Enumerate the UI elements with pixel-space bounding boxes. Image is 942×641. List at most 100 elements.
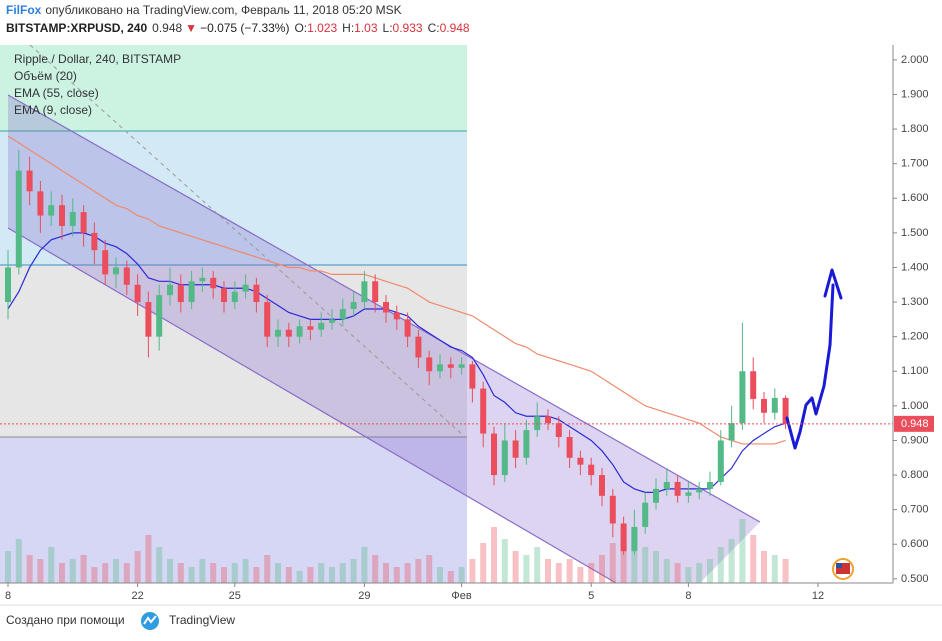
candle-body xyxy=(318,322,325,330)
y-tick-label: 0.900 xyxy=(901,434,929,446)
volume-bar xyxy=(177,563,184,583)
volume-bar xyxy=(275,563,281,583)
y-tick-label: 1.200 xyxy=(901,331,929,343)
candle-body xyxy=(26,170,33,192)
channel-lower xyxy=(7,227,617,584)
candle-body xyxy=(577,457,584,465)
volume-bar xyxy=(653,551,659,583)
flag-canton xyxy=(836,563,842,568)
volume-bar xyxy=(534,547,541,583)
candle-body xyxy=(717,440,724,482)
candle-body xyxy=(329,319,335,323)
y-tick-label: 1.800 xyxy=(901,123,929,135)
candle-body xyxy=(707,481,713,489)
y-tick-label: 0.800 xyxy=(901,469,929,481)
dashed-trend xyxy=(29,44,466,438)
candle-body xyxy=(339,308,346,320)
chart-title: Ripple / Dollar, 240, BITSTAMP xyxy=(14,52,181,66)
x-tick-label: 29 xyxy=(358,590,370,602)
candle-body xyxy=(620,523,627,552)
y-tick-label: 1.100 xyxy=(901,365,929,377)
x-tick-label: Фев xyxy=(451,590,471,602)
candle-body xyxy=(458,364,465,368)
volume-bar xyxy=(728,539,735,583)
volume-bar xyxy=(674,563,681,583)
volume-bar xyxy=(221,567,227,583)
volume-bar xyxy=(696,563,703,583)
candle-body xyxy=(480,388,487,434)
volume-bar xyxy=(307,567,314,583)
candle-body xyxy=(728,423,735,441)
footer-brand[interactable]: TradingView xyxy=(169,613,235,627)
candle-body xyxy=(685,492,692,496)
volume-bar xyxy=(69,559,76,583)
volume-bar xyxy=(620,531,627,583)
volume-bar xyxy=(48,547,55,583)
volume-bar xyxy=(782,559,789,583)
x-tick-label: 25 xyxy=(229,590,241,602)
candle-body xyxy=(631,526,638,552)
candle-body xyxy=(177,284,184,303)
volume-bar xyxy=(761,551,767,583)
candle-body xyxy=(102,250,109,275)
candle-body xyxy=(296,326,303,337)
y-tick-label: 0.500 xyxy=(901,573,929,585)
candle-body xyxy=(469,364,476,389)
candle-body xyxy=(437,364,443,372)
candle-body xyxy=(566,436,573,458)
candle-body xyxy=(761,398,767,413)
logo-mark xyxy=(143,615,157,625)
x-tick-label: 22 xyxy=(131,590,143,602)
volume-bar xyxy=(37,559,44,583)
volume-bar xyxy=(113,559,119,583)
label-l: L: xyxy=(383,21,393,35)
volume-bar xyxy=(210,563,217,583)
candle-body xyxy=(555,423,562,437)
volume-bar xyxy=(361,547,368,583)
symbol: BITSTAMP:XRPUSD, 240 xyxy=(6,21,147,35)
volume-bar xyxy=(329,567,335,583)
candle-body xyxy=(739,371,746,424)
candle-body xyxy=(275,329,281,337)
volume-bar xyxy=(253,567,260,583)
candle-body xyxy=(242,284,249,292)
candle-body xyxy=(750,371,757,399)
volume-bar xyxy=(631,535,638,583)
candle-body xyxy=(199,277,206,282)
last-price: 0.948 xyxy=(152,21,182,35)
candle-body xyxy=(674,481,681,496)
volume-bar xyxy=(663,559,670,583)
candle-body xyxy=(350,302,357,309)
volume-bar xyxy=(393,567,400,583)
candle-body xyxy=(534,416,541,431)
candle-body xyxy=(782,397,789,424)
candle-body xyxy=(210,277,217,289)
candle-body xyxy=(113,267,119,275)
candle-body xyxy=(361,281,368,303)
quote-line: BITSTAMP:XRPUSD, 240 0.948 ▼ −0.075 (−7.33%… xyxy=(6,21,470,35)
candle-body xyxy=(48,205,55,216)
flag xyxy=(836,563,850,574)
y-tick-label: 0.600 xyxy=(901,538,929,550)
volume-bar xyxy=(469,559,476,583)
volume-bar xyxy=(415,559,422,583)
volume-bar xyxy=(577,567,584,583)
candle-body xyxy=(512,440,519,458)
volume-bar xyxy=(264,555,271,583)
author: FilFox xyxy=(6,3,42,17)
candle-body xyxy=(285,329,292,337)
candle-body xyxy=(426,357,433,372)
volume-bar xyxy=(350,559,357,583)
last-price-label: 0.948 xyxy=(901,418,929,430)
volume-bar xyxy=(501,539,508,583)
candle-body xyxy=(5,267,11,303)
candle-body xyxy=(393,312,400,320)
candle-layer xyxy=(5,149,789,555)
volume-bar xyxy=(771,555,778,583)
volume-bar xyxy=(231,563,238,583)
legend-volume: Объём (20) xyxy=(14,69,77,83)
volume-bar xyxy=(707,559,713,583)
candle-body xyxy=(523,430,530,458)
volume-bar xyxy=(145,535,152,583)
volume-bar xyxy=(642,547,649,583)
